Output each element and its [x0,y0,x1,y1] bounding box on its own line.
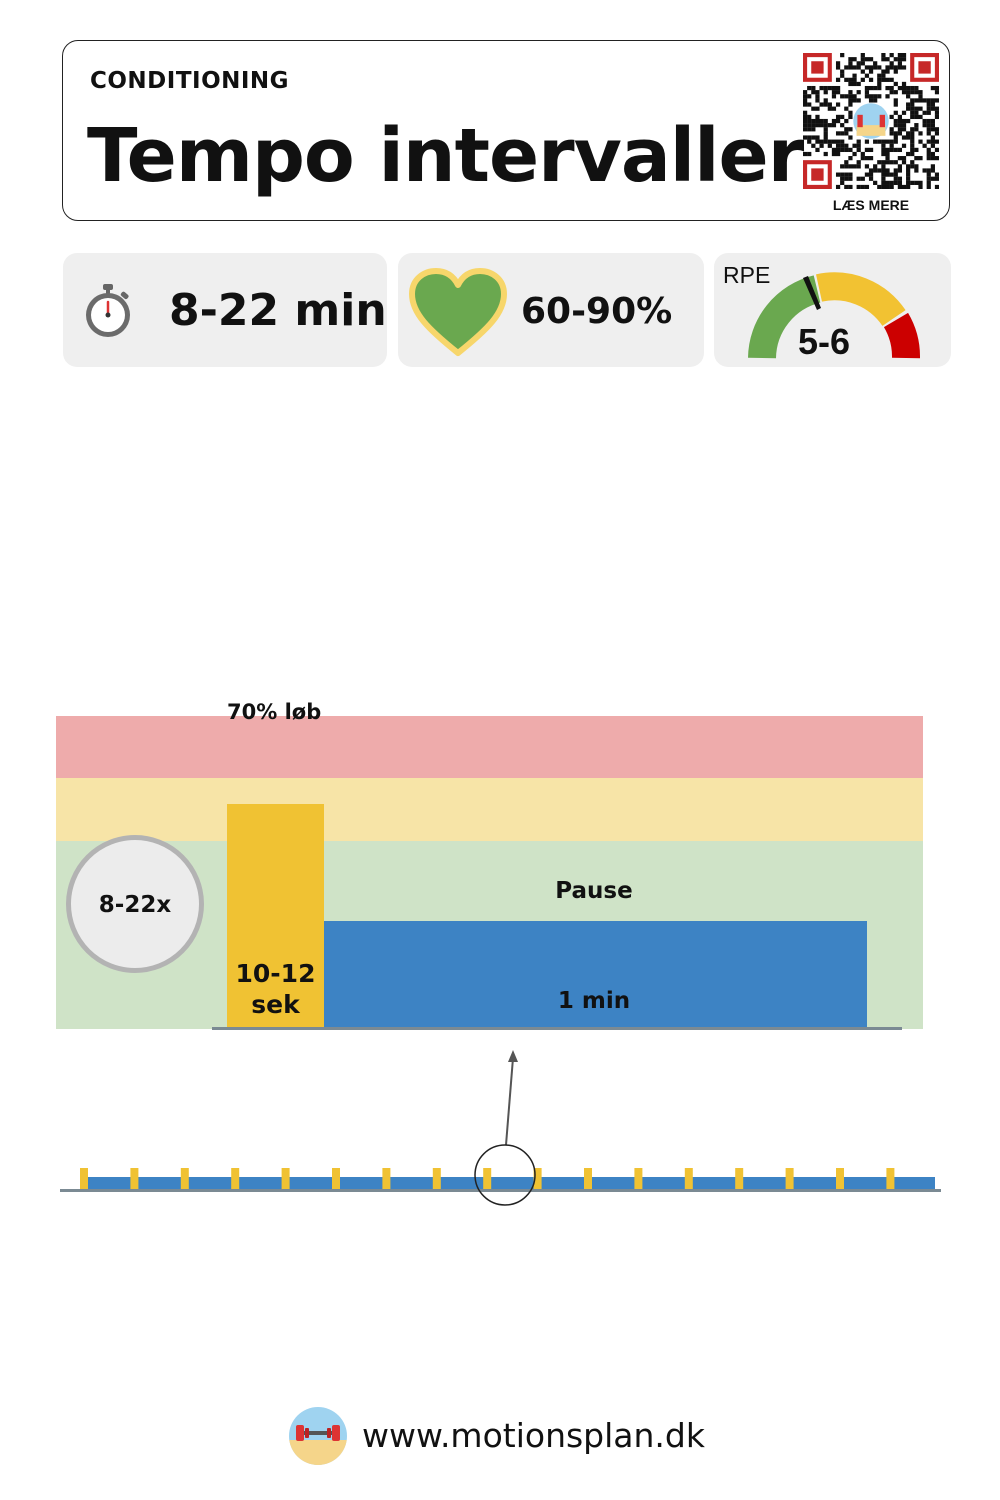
timeline-work-mark [584,1168,592,1189]
timeline-work-mark [281,1168,290,1189]
timeline-work-mark [332,1168,340,1189]
timeline-work-mark [80,1168,88,1189]
arrow-head-icon [508,1050,518,1062]
duration-value: 8-22 min [169,285,387,336]
timeline-work-mark [684,1168,693,1189]
website-link[interactable]: www.motionsplan.dk [362,1416,705,1455]
timeline-work-mark [231,1168,240,1189]
work-duration-label: 10-12 sek [235,959,316,1019]
timeline-rest-track [84,1177,935,1189]
rpe-gauge-icon [748,272,920,359]
read-more-link[interactable]: LÆS MERE [832,197,910,213]
timeline-work-mark [533,1168,542,1189]
timeline-zoom-circle [474,1144,536,1206]
timeline-work-mark [886,1168,895,1189]
rest-duration-label: 1 min [557,988,631,1014]
zone-high-intensity [56,716,923,778]
timeline-work-mark [634,1168,643,1189]
timeline-work-mark [785,1168,794,1189]
rpe-value: 5-6 [798,321,851,362]
diagram-baseline [212,1027,902,1030]
header-card: CONDITIONING Tempo intervaller LÆS MERE [62,40,950,221]
rpe-label: RPE [723,262,771,288]
timeline-work-mark [735,1168,744,1189]
page-title: Tempo intervaller [87,113,804,199]
timeline-work-mark [382,1168,391,1189]
interval-timeline [60,1050,941,1206]
qr-code[interactable] [803,53,939,189]
repetitions-value: 8-22x [98,892,172,918]
heart-rate-value: 60-90% [521,291,673,332]
duration-card: 8-22 min [63,253,387,367]
repetitions-badge: 8-22x [66,835,204,973]
stopwatch-icon [86,284,130,337]
timeline-arrow [505,1057,514,1146]
rest-interval-bar [324,921,867,1028]
rpe-card: RPE 5-6 [714,253,951,367]
heart-rate-card: 60-90% [398,253,704,367]
timeline-work-mark [130,1168,139,1189]
category-label: CONDITIONING [90,68,290,94]
timeline-work-mark [483,1168,492,1189]
work-interval-bar [227,804,324,1028]
run-intensity-label: 70% løb [227,700,322,724]
timeline-work-mark [836,1168,844,1189]
zone-mid-intensity [56,778,923,841]
heart-icon [409,268,507,356]
pause-label: Pause [555,878,633,904]
timeline-work-mark [432,1168,441,1189]
timeline-work-mark [180,1168,189,1189]
motionsplan-logo-icon [289,1407,347,1465]
timeline-baseline [60,1189,941,1192]
